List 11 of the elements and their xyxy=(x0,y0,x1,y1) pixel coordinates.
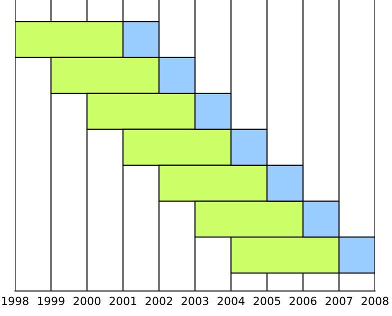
x-tick-label: 2004 xyxy=(218,296,245,306)
x-tick-label: 1998 xyxy=(2,296,28,306)
x-tick-label: 2000 xyxy=(74,296,100,306)
x-tick-label: 2003 xyxy=(182,296,208,306)
x-tick-label: 2005 xyxy=(254,296,280,306)
x-tick-label: 2008 xyxy=(362,296,388,306)
x-tick-label: 2007 xyxy=(326,296,352,306)
x-tick-label: 2001 xyxy=(110,296,136,306)
x-tick-label: 2006 xyxy=(290,296,316,306)
x-tick-label: 1999 xyxy=(38,296,64,306)
x-tick-label: 2002 xyxy=(146,296,172,306)
